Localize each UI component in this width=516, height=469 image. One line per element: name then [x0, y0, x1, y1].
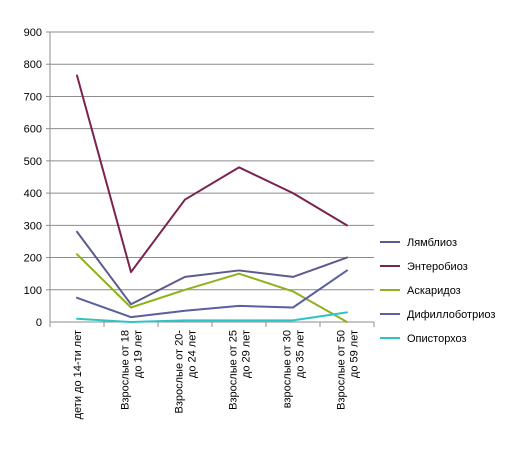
y-tick-label: 100: [24, 285, 42, 297]
legend-label: Аскаридоз: [407, 285, 461, 297]
x-tick-label-line: дети до 14-ти лет: [72, 330, 84, 419]
y-tick-labels: 0 100 200 300 400 500 600 700 800 900: [24, 27, 42, 329]
legend-label: Лямблиоз: [407, 237, 457, 249]
series-line: [76, 311, 348, 323]
legend-item: Описторхоз: [380, 333, 467, 345]
legend: Лямблиоз Энтеробиоз Аскаридоз Дифиллоботрио…: [380, 237, 495, 345]
x-tick-label-line: Взрослые от 18: [120, 330, 132, 410]
y-tick-label: 500: [24, 156, 42, 168]
y-tick-label: 300: [24, 220, 42, 232]
x-tick-label: Взрослые от 25 до 29 лет: [228, 330, 253, 410]
axes: [46, 31, 375, 327]
x-tick-label-line: до 24 лет: [187, 330, 199, 378]
series-line: [76, 74, 348, 274]
x-tick-label: Взрослые от 50 до 59 лет: [336, 330, 361, 410]
series-lines: [76, 74, 348, 323]
y-tick-label: 0: [36, 317, 42, 329]
x-tick-label-line: до 19 лет: [133, 330, 145, 378]
y-tick-label: 900: [24, 27, 42, 39]
legend-item: Лямблиоз: [380, 237, 457, 249]
x-tick-labels: дети до 14-ти лет Взрослые от 18 до 19 лет…: [72, 330, 361, 420]
gridlines: [50, 31, 374, 291]
legend-label: Энтеробиоз: [407, 261, 468, 273]
x-tick-label: Взрослые от 18 до 19 лет: [120, 330, 145, 410]
legend-label: Описторхоз: [407, 333, 467, 345]
y-tick-label: 400: [24, 188, 42, 200]
y-tick-label: 200: [24, 253, 42, 265]
x-tick-label-line: Взрослые от 20-: [174, 330, 186, 414]
y-tick-label: 800: [24, 59, 42, 71]
x-tick-label: Взрослые от 20- до 24 лет: [174, 330, 199, 414]
x-tick-label-line: Взрослые от 25: [228, 330, 240, 410]
x-tick-label-line: взрослые от 30: [282, 330, 294, 408]
legend-item: Дифиллоботриоз: [380, 309, 495, 321]
x-tick-label-line: до 29 лет: [241, 330, 253, 378]
series-line: [76, 230, 348, 306]
series-line: [76, 253, 348, 323]
legend-item: Аскаридоз: [380, 285, 461, 297]
legend-item: Энтеробиоз: [380, 261, 468, 273]
x-tick-label: взрослые от 30 до 35 лет: [282, 330, 307, 408]
y-tick-label: 700: [24, 91, 42, 103]
y-tick-label: 600: [24, 124, 42, 136]
x-tick-label: дети до 14-ти лет: [72, 330, 84, 419]
legend-label: Дифиллоботриоз: [407, 309, 495, 321]
x-tick-label-line: до 59 лет: [349, 330, 361, 378]
x-tick-label-line: до 35 лет: [295, 330, 307, 378]
series-line: [76, 269, 348, 319]
x-tick-label-line: Взрослые от 50: [336, 330, 348, 410]
